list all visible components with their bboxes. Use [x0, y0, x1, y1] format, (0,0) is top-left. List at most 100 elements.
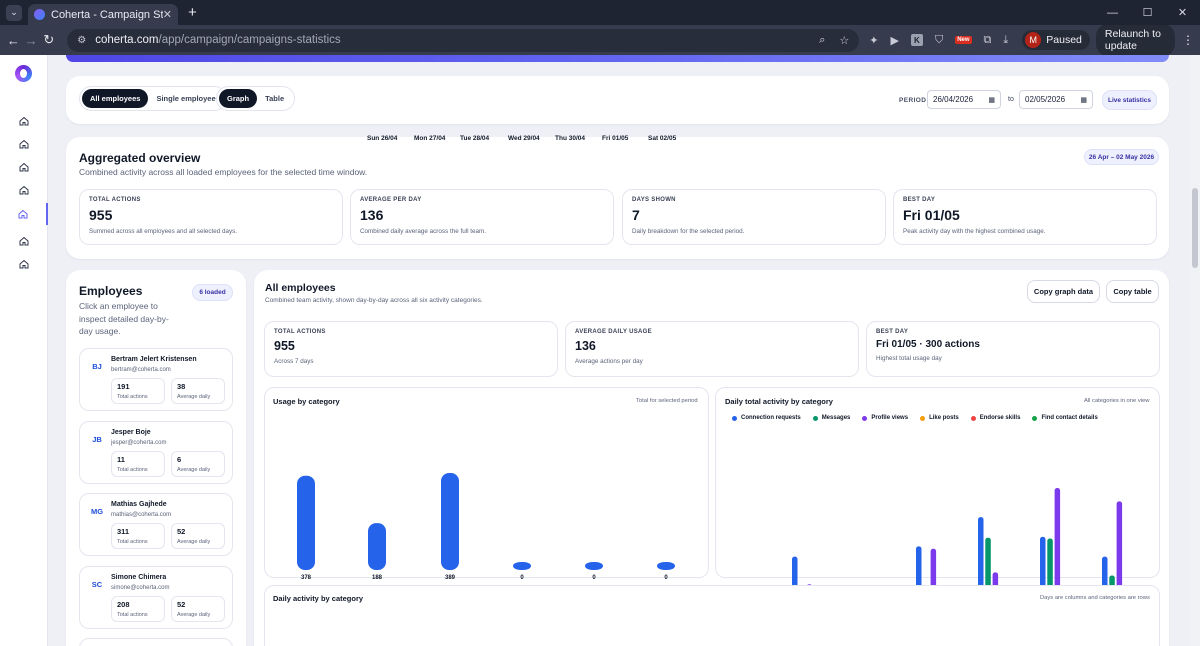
zoom-icon[interactable]: ⌕: [819, 33, 826, 46]
main-stat-card: AVERAGE DAILY USAGE 136 Average actions …: [565, 321, 859, 377]
profile-button[interactable]: M Paused: [1022, 30, 1090, 50]
date-range-pill: 26 Apr – 02 May 2026: [1084, 149, 1159, 165]
employee-total-label: Total actions: [117, 394, 148, 400]
extension-icon[interactable]: ✦: [869, 34, 879, 47]
legend-label: Messages: [821, 415, 851, 421]
employee-card[interactable]: JB Jesper Boje jesper@coherta.com 11 Tota…: [79, 421, 233, 484]
address-bar[interactable]: ⚙ coherta.com/app/campaign/campaigns-sta…: [67, 28, 860, 52]
coherta-logo-icon[interactable]: [15, 65, 32, 82]
reload-icon[interactable]: ↻: [43, 32, 55, 47]
stat-value: 7: [632, 207, 640, 223]
employee-card[interactable]: [79, 638, 233, 646]
stat-title: TOTAL ACTIONS: [89, 197, 141, 203]
sidebar-home-icon[interactable]: [0, 179, 48, 201]
legend-swatch: [1032, 415, 1038, 421]
forward-icon[interactable]: →: [24, 32, 38, 48]
employee-avg-label: Average daily: [177, 467, 211, 473]
employee-email: mathias@coherta.com: [111, 512, 172, 518]
site-favicon-icon: [34, 9, 45, 20]
legend-label: Profile views: [871, 415, 909, 421]
stat-title: TOTAL ACTIONS: [274, 329, 326, 335]
sidebar-home-icon[interactable]: [0, 203, 48, 225]
scope-all-employees[interactable]: All employees: [82, 89, 149, 108]
usage-by-category-chart-card: [264, 387, 709, 578]
stat-value: 955: [274, 339, 295, 353]
maximize-icon[interactable]: ☐: [1142, 7, 1153, 19]
employee-card[interactable]: SC Simone Chimera simone@coherta.com 208…: [79, 566, 233, 629]
stat-desc: Daily breakdown for the selected period.: [632, 228, 745, 235]
usage-bar: [297, 475, 315, 570]
employee-card[interactable]: MG Mathias Gajhede mathias@coherta.com 3…: [79, 493, 233, 556]
daily-chart-subtitle: All categories in one view: [1084, 398, 1150, 404]
stat-value: Fri 01/05: [903, 207, 960, 223]
employee-total-box: 208 Total actions: [111, 596, 165, 622]
live-statistics-button[interactable]: Live statistics: [1102, 90, 1157, 110]
scope-toggle: All employees Single employee: [79, 86, 227, 111]
shield-extension-icon[interactable]: ⛉: [934, 33, 944, 46]
legend-swatch: [732, 415, 737, 421]
sidebar-home-icon[interactable]: [0, 133, 48, 155]
employee-avg-box: 52 Average daily: [171, 523, 225, 549]
k-extension-icon[interactable]: K: [910, 34, 923, 46]
legend-label: Like posts: [929, 415, 959, 421]
browser-toolbar: ← → ↻ ⚙ coherta.com/app/campaign/campaig…: [0, 24, 1200, 56]
copy-table-button[interactable]: Copy table: [1106, 280, 1159, 303]
close-tab-icon[interactable]: ✕: [162, 9, 172, 21]
video-extension-icon[interactable]: ▶: [890, 34, 899, 47]
minimize-icon[interactable]: —: [1107, 6, 1118, 19]
overview-stat-card: DAYS SHOWN 7 Daily breakdown for the sel…: [622, 189, 886, 245]
sidebar-home-icon[interactable]: [0, 230, 48, 252]
page-scrollbar[interactable]: [1190, 55, 1200, 646]
calendar-icon[interactable]: ▦: [1080, 96, 1087, 104]
employee-total: 208: [117, 600, 130, 609]
sidebar-home-icon[interactable]: [0, 253, 48, 275]
download-icon[interactable]: ⤓: [1003, 33, 1009, 46]
stat-value: 136: [360, 207, 384, 223]
tab-search-icon[interactable]: ⌄: [6, 4, 22, 21]
sidebar-home-icon[interactable]: [0, 156, 48, 178]
stat-value: 955: [89, 207, 113, 223]
browser-tab[interactable]: Coherta - Campaign Statistics ✕: [28, 4, 178, 25]
profile-status: Paused: [1046, 34, 1082, 46]
employee-total-box: 311 Total actions: [111, 523, 165, 549]
stat-title: BEST DAY: [876, 329, 909, 335]
puzzle-extensions-icon[interactable]: ⧉: [983, 33, 992, 46]
overview-subtitle: Combined activity across all loaded empl…: [79, 167, 368, 177]
employee-card[interactable]: BJ Bertram Jelert Kristensen bertram@coh…: [79, 348, 233, 411]
view-table[interactable]: Table: [265, 94, 285, 103]
employee-avg: 6: [177, 455, 182, 464]
site-info-icon[interactable]: ⚙: [77, 34, 87, 46]
daily-bar: [1047, 538, 1053, 600]
legend-swatch: [812, 415, 818, 421]
sidebar-rail: [0, 55, 48, 646]
usage-bar-value: 378: [301, 575, 312, 581]
usage-bar-value: 389: [445, 575, 456, 581]
employee-avg-box: 52 Average daily: [171, 596, 225, 622]
usage-bar-value: 0: [592, 575, 596, 581]
browser-menu-icon[interactable]: ⋮: [1181, 33, 1194, 47]
copy-graph-data-button[interactable]: Copy graph data: [1027, 280, 1100, 303]
calendar-icon[interactable]: ▦: [988, 96, 995, 104]
legend-swatch: [970, 415, 976, 421]
scrollbar-thumb[interactable]: [1192, 188, 1198, 268]
new-badge-extension-icon[interactable]: New: [955, 36, 972, 44]
daily-chart-title: Daily total activity by category: [725, 397, 833, 406]
from-date-input[interactable]: 26/04/2026 ▦: [927, 90, 1001, 109]
overview-stat-card: BEST DAY Fri 01/05 Peak activity day wit…: [893, 189, 1157, 245]
to-date-input[interactable]: 02/05/2026 ▦: [1019, 90, 1093, 109]
to-label: to: [1008, 96, 1014, 103]
scope-single-employee[interactable]: Single employee: [156, 94, 216, 103]
window-close-icon[interactable]: ✕: [1177, 7, 1188, 19]
view-graph[interactable]: Graph: [219, 89, 258, 108]
back-icon[interactable]: ←: [6, 32, 20, 48]
main-subtitle: Combined team activity, shown day-by-day…: [265, 297, 483, 304]
bookmark-star-icon[interactable]: ☆: [839, 34, 850, 47]
legend-label: Endorse skills: [979, 415, 1021, 421]
browser-tab-strip: ⌄ Coherta - Campaign Statistics ✕ + — ☐ …: [0, 0, 1200, 25]
sidebar-home-icon[interactable]: [0, 110, 48, 132]
daily-chart-legend: Connection requests Messages Profile views…: [732, 415, 1098, 421]
new-tab-icon[interactable]: +: [188, 4, 197, 21]
employee-initials: BJ: [92, 362, 102, 371]
employees-subtitle: Click an employee to inspect detailed da…: [79, 301, 169, 336]
relaunch-button[interactable]: Relaunch to update: [1095, 24, 1175, 56]
